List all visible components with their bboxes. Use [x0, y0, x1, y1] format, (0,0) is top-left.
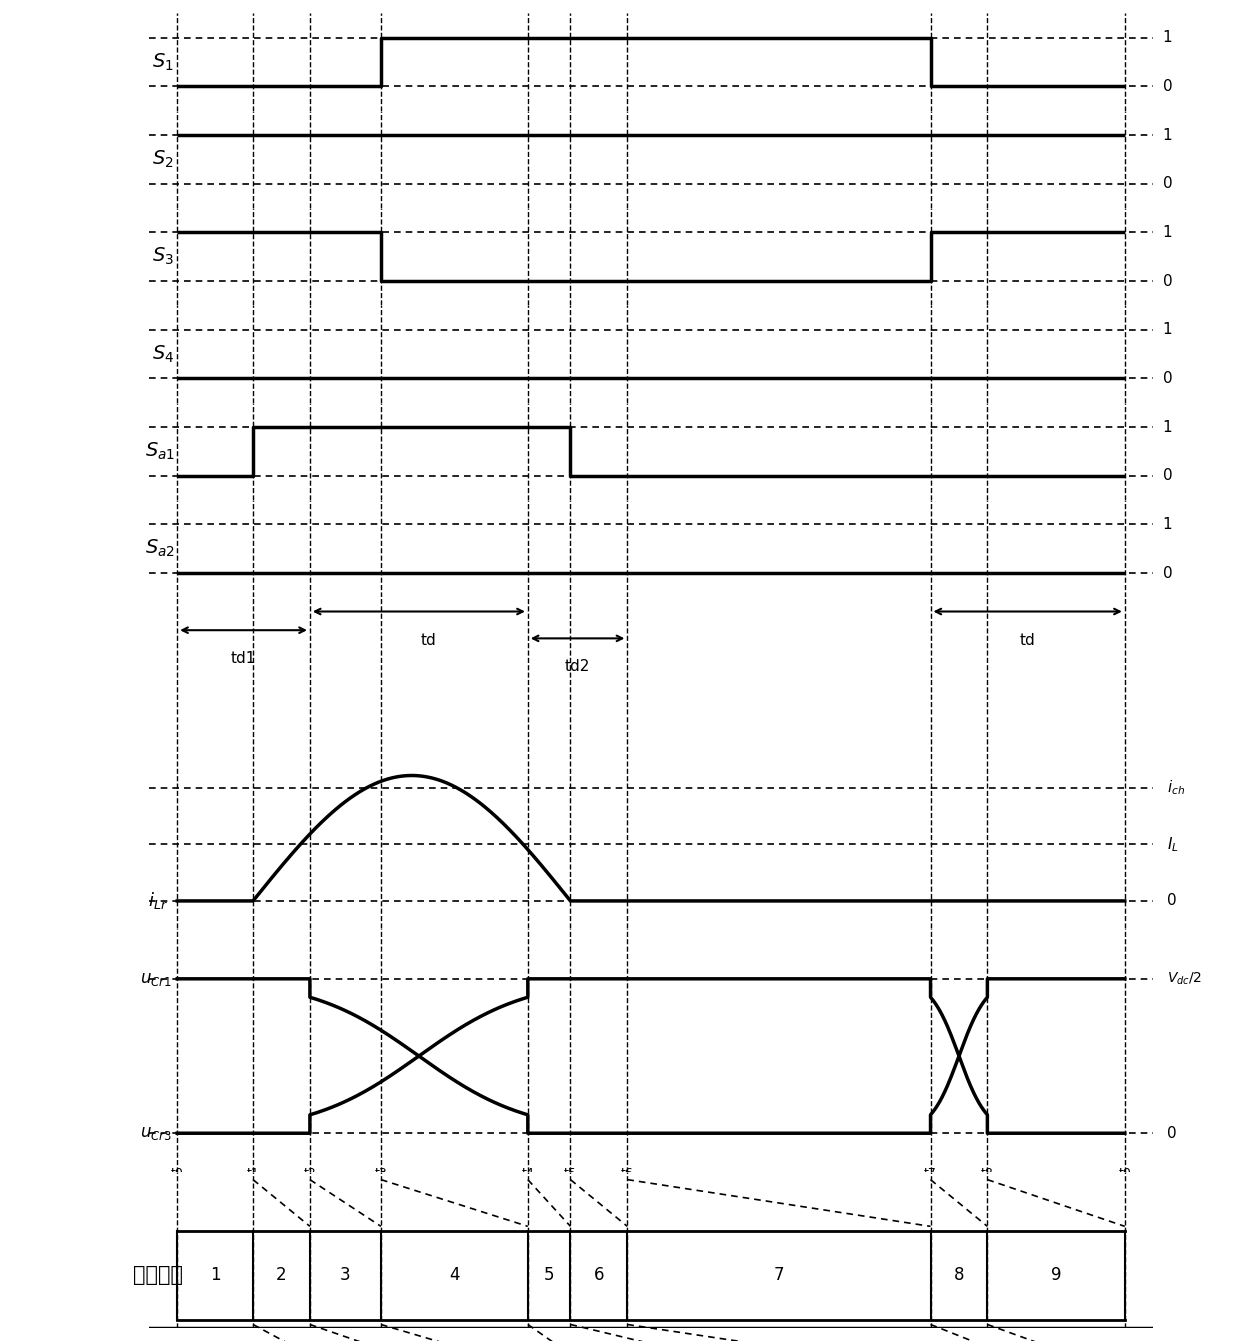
Text: 1: 1: [1163, 518, 1172, 532]
Text: 0: 0: [1167, 893, 1177, 908]
Text: $i_{ch}$: $i_{ch}$: [1167, 778, 1185, 797]
Text: td: td: [420, 633, 436, 648]
Text: 3: 3: [340, 1266, 351, 1283]
Text: td: td: [1019, 633, 1035, 648]
Text: $\mathit{S_1}$: $\mathit{S_1}$: [153, 51, 174, 72]
Text: 0: 0: [1163, 371, 1172, 386]
Text: 8: 8: [954, 1266, 965, 1283]
Text: $\mathit{S_2}$: $\mathit{S_2}$: [153, 149, 174, 170]
Text: t6: t6: [621, 1167, 634, 1180]
Text: 6: 6: [594, 1266, 604, 1283]
Text: t4: t4: [522, 1167, 534, 1180]
Text: t7: t7: [924, 1167, 937, 1180]
Text: 1: 1: [1163, 31, 1172, 46]
Text: 0: 0: [1163, 176, 1172, 192]
Text: 1: 1: [1163, 225, 1172, 240]
Text: 换流阶段: 换流阶段: [133, 1265, 184, 1285]
Text: $u_{Cr3}$: $u_{Cr3}$: [140, 1124, 172, 1143]
Text: 7: 7: [774, 1266, 784, 1283]
Text: $V_{dc}/2$: $V_{dc}/2$: [1167, 971, 1203, 987]
Text: t2: t2: [304, 1167, 316, 1180]
Text: 9: 9: [1050, 1266, 1061, 1283]
Text: $I_L$: $I_L$: [1167, 835, 1179, 854]
Text: $\mathit{S_3}$: $\mathit{S_3}$: [153, 247, 174, 267]
Text: $\mathit{S_{a2}}$: $\mathit{S_{a2}}$: [145, 538, 175, 559]
Text: $u_{Cr1}$: $u_{Cr1}$: [140, 970, 172, 988]
Text: 1: 1: [1163, 420, 1172, 434]
Text: 1: 1: [210, 1266, 221, 1283]
Text: 4: 4: [449, 1266, 460, 1283]
Text: 1: 1: [1163, 127, 1172, 142]
Text: $i_{Lr}$: $i_{Lr}$: [149, 890, 169, 912]
Text: t0: t0: [171, 1167, 184, 1180]
Text: t5: t5: [564, 1167, 577, 1180]
Text: td1: td1: [231, 652, 257, 666]
Text: 0: 0: [1163, 274, 1172, 288]
Text: 0: 0: [1167, 1125, 1177, 1141]
Text: 0: 0: [1163, 79, 1172, 94]
Text: 5: 5: [544, 1266, 554, 1283]
Text: $\mathit{S_4}$: $\mathit{S_4}$: [153, 343, 174, 365]
Text: t8: t8: [981, 1167, 993, 1180]
Text: 1: 1: [1163, 322, 1172, 338]
Text: t0: t0: [1118, 1167, 1131, 1180]
Text: 0: 0: [1163, 566, 1172, 581]
Text: t1: t1: [247, 1167, 259, 1180]
Text: 0: 0: [1163, 468, 1172, 483]
Text: td2: td2: [565, 660, 590, 675]
Text: t3: t3: [374, 1167, 387, 1180]
Text: $\mathit{S_{a1}}$: $\mathit{S_{a1}}$: [145, 441, 175, 463]
Text: 2: 2: [277, 1266, 286, 1283]
